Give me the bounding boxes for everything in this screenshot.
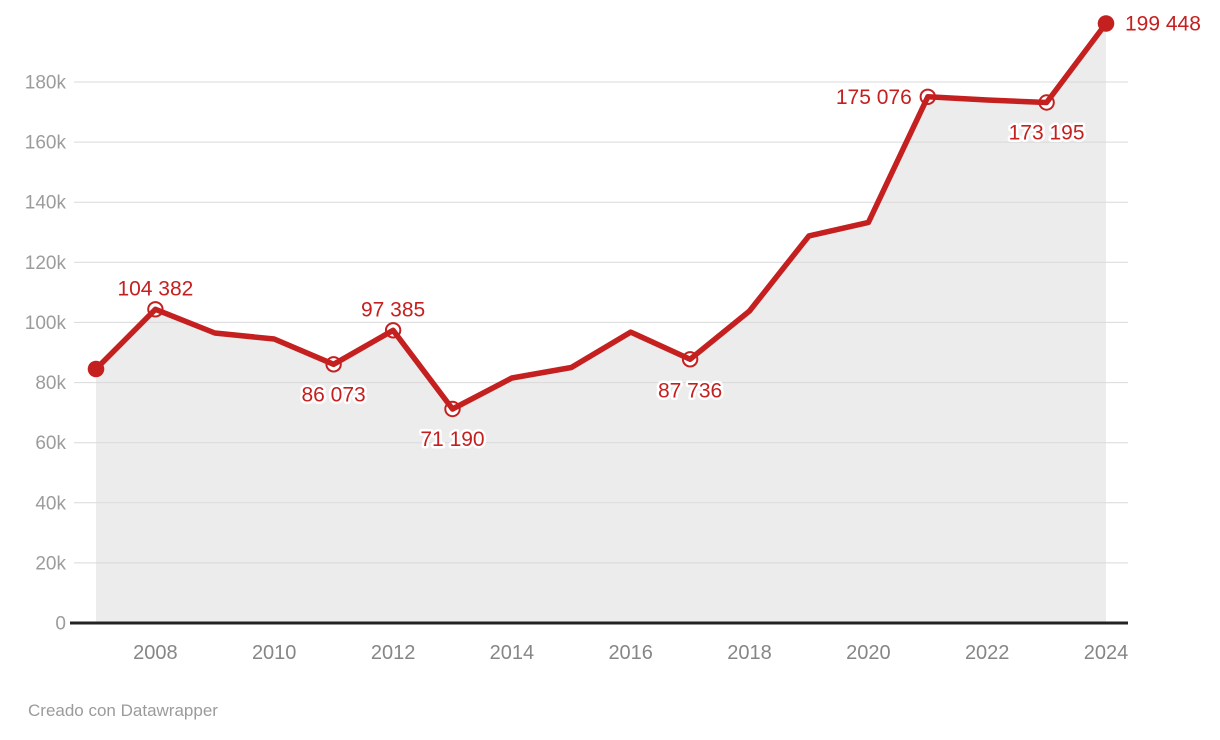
value-label: 199 448 [1125, 13, 1201, 36]
value-label: 87 736 [658, 379, 722, 402]
y-tick-label: 140k [25, 193, 67, 214]
y-tick-label: 0 [55, 614, 66, 635]
x-tick-label: 2012 [371, 642, 416, 664]
y-tick-label: 160k [25, 133, 67, 154]
x-tick-label: 2008 [133, 642, 178, 664]
value-label: 86 073 [301, 383, 365, 406]
footer: Creado con Datawrapper [28, 701, 218, 721]
x-tick-label: 2020 [846, 642, 891, 664]
value-label: 104 382 [117, 277, 193, 300]
data-point-filled-marker [87, 360, 105, 378]
x-tick-label: 2018 [727, 642, 772, 664]
y-tick-label: 20k [35, 553, 66, 574]
data-line [93, 20, 1109, 412]
y-tick-label: 60k [35, 433, 66, 454]
y-tick-label: 120k [25, 253, 67, 274]
data-point-filled-marker [1097, 15, 1115, 32]
value-label: 97 385 [361, 298, 425, 321]
value-label: 175 076 [836, 86, 912, 109]
y-tick-label: 180k [25, 73, 67, 94]
x-tick-label: 2010 [252, 642, 297, 664]
datawrapper-attribution-link[interactable]: Creado con Datawrapper [28, 701, 218, 720]
line-chart: 0 20k 40k 60k 80k 100k 120k 140k 160k 180k 2008 201… [24, 12, 1201, 664]
y-tick-label: 100k [25, 313, 67, 334]
value-label: 71 190 [420, 428, 484, 451]
x-tick-label: 2014 [490, 642, 535, 664]
y-tick-label: 80k [35, 373, 66, 394]
x-tick-label: 2016 [608, 642, 653, 664]
y-tick-label: 40k [35, 493, 66, 514]
value-label: 173 195 [1009, 122, 1085, 145]
area-fill [96, 23, 1106, 623]
x-tick-label: 2022 [965, 642, 1010, 664]
x-tick-label: 2024 [1084, 642, 1129, 664]
